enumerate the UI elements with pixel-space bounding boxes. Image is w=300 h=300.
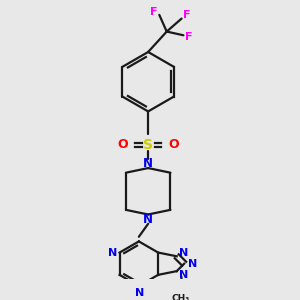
Text: N: N bbox=[188, 259, 197, 269]
Text: O: O bbox=[168, 138, 178, 152]
Text: N: N bbox=[143, 157, 153, 170]
Text: F: F bbox=[150, 7, 158, 17]
Text: N: N bbox=[107, 248, 117, 258]
Text: O: O bbox=[118, 138, 128, 152]
Text: N: N bbox=[178, 270, 188, 280]
Text: CH₃: CH₃ bbox=[171, 295, 190, 300]
Text: N: N bbox=[135, 288, 144, 298]
Text: S: S bbox=[143, 138, 153, 152]
Text: F: F bbox=[185, 32, 193, 42]
Text: N: N bbox=[143, 213, 153, 226]
Text: N: N bbox=[178, 248, 188, 258]
Text: F: F bbox=[183, 10, 191, 20]
